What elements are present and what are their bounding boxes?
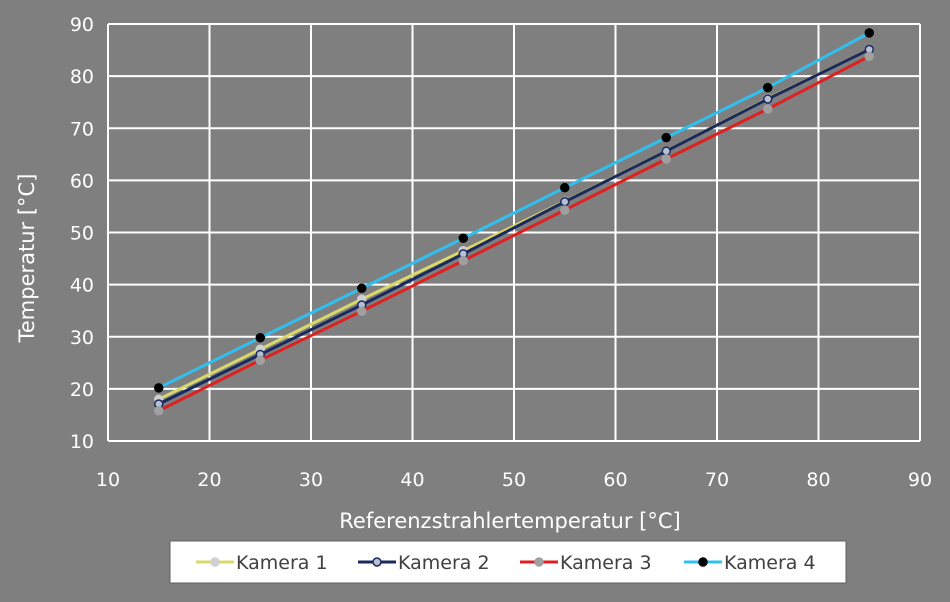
series-3	[154, 51, 874, 416]
data-point	[458, 233, 468, 243]
y-tick-label: 20	[70, 379, 94, 401]
y-tick-label: 50	[70, 223, 94, 245]
data-point	[560, 196, 570, 207]
legend-swatch-marker	[534, 557, 544, 567]
x-tick-label: 80	[806, 469, 830, 491]
data-point	[661, 146, 671, 156]
data-point	[763, 82, 773, 93]
data-point	[357, 306, 367, 316]
series	[154, 28, 874, 416]
y-tick-label: 30	[70, 327, 94, 349]
x-axis-title: Referenzstrahlertemperatur [°C]	[339, 509, 680, 533]
y-tick-label: 90	[70, 14, 94, 36]
data-point	[255, 333, 265, 343]
series-4	[154, 28, 874, 393]
series-line	[158, 48, 870, 406]
legend-label: Kamera 1	[236, 552, 328, 574]
data-point	[661, 154, 671, 164]
legend-label: Kamera 2	[398, 552, 490, 574]
data-point	[154, 383, 164, 393]
legend-swatch-marker	[210, 557, 220, 567]
tick-labels: 10 20 30 40 50 60 70 80 90 10 20 30 40 50 60 70 80 90	[70, 14, 932, 491]
x-tick-label: 70	[705, 469, 729, 491]
legend-swatch-marker	[698, 557, 708, 567]
x-tick-label: 90	[908, 469, 932, 491]
legend-item: Kamera 1	[196, 552, 328, 574]
x-tick-label: 40	[400, 469, 424, 491]
y-tick-label: 40	[70, 275, 94, 297]
y-axis-title: Temperatur [°C]	[15, 174, 39, 344]
legend-label: Kamera 4	[724, 552, 816, 574]
series-line	[158, 54, 870, 413]
legend-item: Kamera 4	[684, 552, 816, 574]
x-tick-label: 50	[502, 469, 526, 491]
legend-swatch-marker	[372, 557, 382, 567]
data-point	[357, 283, 367, 294]
data-point	[154, 406, 164, 416]
legend-box	[169, 540, 847, 584]
y-tick-label: 10	[70, 431, 94, 453]
x-tick-label: 30	[299, 469, 323, 491]
y-tick-label: 70	[70, 118, 94, 140]
grid	[107, 23, 921, 442]
data-point	[661, 132, 671, 143]
data-point	[763, 104, 773, 114]
legend: Kamera 1 Kamera 2 Kamera 3 Kamera 4	[169, 540, 847, 584]
x-tick-label: 60	[603, 469, 627, 491]
data-point	[864, 28, 874, 38]
legend-label: Kamera 3	[560, 552, 652, 574]
data-point	[560, 205, 570, 215]
x-tick-label: 20	[197, 469, 221, 491]
legend-item: Kamera 2	[358, 552, 490, 574]
data-point	[864, 51, 874, 62]
x-tick-label: 10	[96, 469, 120, 491]
data-point	[255, 355, 265, 365]
data-point	[458, 255, 468, 266]
data-point	[560, 182, 570, 193]
series-line	[158, 31, 870, 390]
legend-item: Kamera 3	[520, 552, 652, 574]
y-tick-label: 60	[70, 170, 94, 192]
data-point	[763, 94, 773, 104]
y-tick-label: 80	[70, 66, 94, 88]
